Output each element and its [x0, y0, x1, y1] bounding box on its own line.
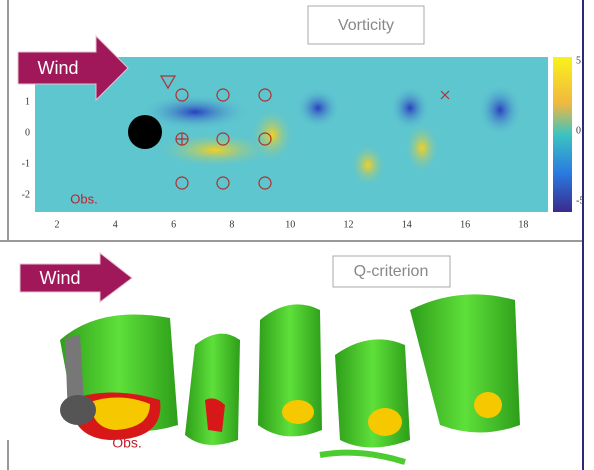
vorticity-field	[35, 57, 548, 212]
wind-arrow	[19, 251, 133, 303]
y-tick-label: 0	[25, 127, 30, 138]
x-tick-label: 8	[229, 219, 234, 230]
label-box	[307, 5, 425, 45]
wind-label: Wind	[39, 268, 80, 288]
panel-label: Vorticity	[338, 17, 394, 34]
label-box	[332, 255, 451, 288]
x-tick-label: 14	[402, 219, 412, 230]
x-tick-label: 10	[285, 219, 295, 230]
wind-label: Wind	[37, 58, 78, 78]
y-tick-label: -1	[22, 158, 30, 169]
x-tick-label: 6	[171, 219, 176, 230]
colorbar-tick-label: 0	[576, 125, 581, 136]
x-tick-label: 4	[113, 219, 118, 230]
x-tick-label: 16	[460, 219, 470, 230]
y-tick-label: -2	[22, 189, 30, 200]
x-tick-label: 2	[55, 219, 60, 230]
y-tick-label: 1	[25, 96, 30, 107]
obs-label: Obs.	[70, 191, 97, 206]
colorbar	[553, 57, 572, 212]
x-tick-label: 12	[344, 219, 354, 230]
colorbar-tick-label: 5	[576, 55, 581, 66]
colorbar-tick-label: -5	[576, 195, 584, 206]
wind-arrow	[17, 34, 129, 102]
panel-label: Q-criterion	[354, 263, 429, 280]
x-tick-label: 18	[518, 219, 528, 230]
q-criterion-render	[60, 294, 520, 465]
obs-label: Obs.	[112, 435, 142, 451]
